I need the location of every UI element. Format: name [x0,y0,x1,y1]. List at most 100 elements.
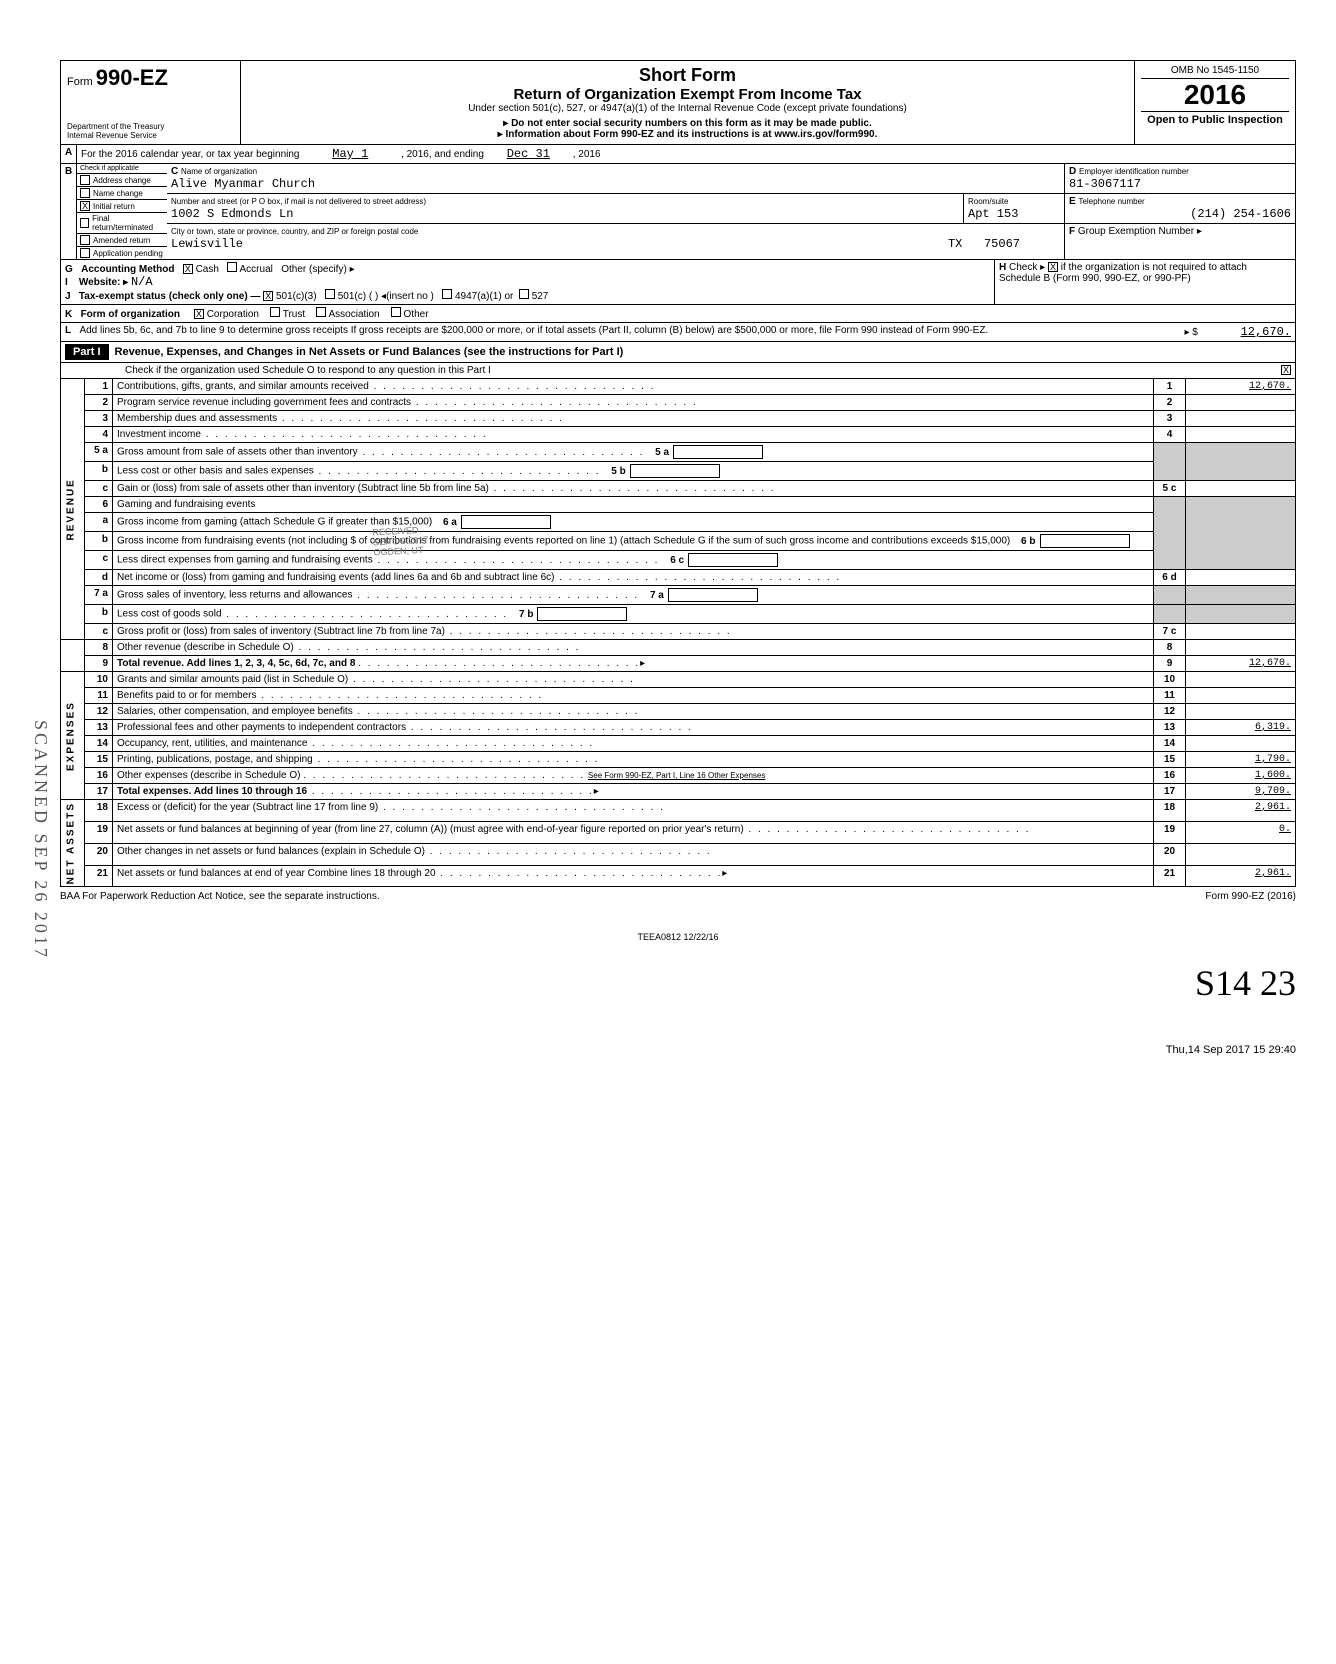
chk-initial-return[interactable]: X [80,201,90,211]
l4-amt[interactable] [1186,427,1296,443]
l9-amt[interactable]: 12,670. [1186,656,1296,672]
lbl-501c3: 501(c)(3) [276,291,317,302]
l6a-box: 6 a [443,517,457,528]
lbl-cash: Cash [196,264,219,275]
chk-501c[interactable] [325,289,335,299]
l7b-box: 7 b [519,609,533,620]
l19-amt[interactable]: 0. [1186,821,1296,843]
l6c-subbox[interactable] [688,553,778,567]
l18-amt[interactable]: 2,961. [1186,800,1296,822]
city[interactable]: Lewisville [171,237,243,251]
website[interactable]: N/A [131,275,153,289]
l6b-subbox[interactable] [1040,534,1130,548]
l12-box: 12 [1154,704,1186,720]
chk-cash[interactable]: X [183,264,193,274]
l1-amt[interactable]: 12,670. [1186,379,1296,395]
room[interactable]: Apt 153 [968,207,1018,221]
chk-527[interactable] [519,289,529,299]
chk-final-return[interactable] [80,218,89,228]
l8-num: 8 [85,640,113,656]
l9-box: 9 [1154,656,1186,672]
l2-box: 2 [1154,395,1186,411]
lbl-pending: Application pending [93,249,163,258]
a-label: For the 2016 calendar year, or tax year … [81,149,299,160]
l6d-box: 6 d [1154,570,1186,586]
foot-right: Form 990-EZ (2016) [1205,891,1296,902]
chk-trust[interactable] [270,307,280,317]
l3-box: 3 [1154,411,1186,427]
a-end[interactable]: Dec 31 [507,147,550,161]
street[interactable]: 1002 S Edmonds Ln [171,207,293,221]
side-netassets: NET ASSETS [61,800,85,887]
l7c-desc: Gross profit or (loss) from sales of inv… [117,626,732,637]
l-arrow: ▸ $ [1184,327,1197,338]
a-begin[interactable]: May 1 [332,147,368,161]
chk-corp[interactable]: X [194,309,204,319]
chk-assoc[interactable] [316,307,326,317]
part1-header-row: Part I Revenue, Expenses, and Changes in… [60,342,1296,363]
phone[interactable]: (214) 254-1606 [1069,207,1291,221]
l18-desc: Excess or (deficit) for the year (Subtra… [117,802,665,813]
l16-amt[interactable]: 1,600. [1186,768,1296,784]
l17-amt[interactable]: 9,709. [1186,784,1296,800]
row-l: L Add lines 5b, 6c, and 7b to line 9 to … [60,323,1296,342]
l20-desc: Other changes in net assets or fund bala… [117,846,712,857]
chk-amended[interactable] [80,235,90,245]
chk-address-change[interactable] [80,175,90,185]
l6b-num: b [85,532,113,551]
chk-name-change[interactable] [80,188,90,198]
l11-amt[interactable] [1186,688,1296,704]
ein[interactable]: 81-3067117 [1069,177,1141,191]
l13-amt[interactable]: 6,319. [1186,720,1296,736]
l8-amt[interactable] [1186,640,1296,656]
l6a-num: a [85,513,113,532]
zip[interactable]: 75067 [984,237,1020,251]
foot-left: BAA For Paperwork Reduction Act Notice, … [60,891,380,902]
l5a-subbox[interactable] [673,445,763,459]
l6b-box: 6 b [1021,536,1035,547]
l10-amt[interactable] [1186,672,1296,688]
l6a-subbox[interactable] [461,515,551,529]
state[interactable]: TX [948,237,962,251]
chk-501c3[interactable]: X [263,291,273,301]
chk-h[interactable]: X [1048,262,1058,272]
row-a: A For the 2016 calendar year, or tax yea… [60,145,1296,164]
l-amount[interactable]: 12,670. [1241,325,1291,339]
l7c-amt[interactable] [1186,624,1296,640]
part1-check-row: Check if the organization used Schedule … [60,363,1296,379]
l5b-box: 5 b [611,466,625,477]
chk-pending[interactable] [80,248,90,258]
l13-desc: Professional fees and other payments to … [117,722,693,733]
l7c-num: c [85,624,113,640]
bcdef-block: B Check if applicable Address change Nam… [60,164,1296,260]
l16-note: See Form 990-EZ, Part I, Line 16 Other E… [588,771,765,780]
k-label: Form of organization [81,309,180,320]
l17-num: 17 [85,784,113,800]
chk-accrual[interactable] [227,262,237,272]
l3-amt[interactable] [1186,411,1296,427]
chk-4947[interactable] [442,289,452,299]
l19-num: 19 [85,821,113,843]
org-name[interactable]: Alive Myanmar Church [171,177,315,191]
l7b-subbox[interactable] [537,607,627,621]
l12-amt[interactable] [1186,704,1296,720]
l2-amt[interactable] [1186,395,1296,411]
lbl-other-org: Other [404,309,429,320]
l20-num: 20 [85,843,113,865]
chk-schedule-o[interactable]: X [1281,365,1291,375]
lbl-accrual: Accrual [240,264,273,275]
a-endyear: , 2016 [573,149,601,160]
l20-amt[interactable] [1186,843,1296,865]
l1-desc: Contributions, gifts, grants, and simila… [117,381,656,392]
chk-other-org[interactable] [391,307,401,317]
open-public: Open to Public Inspection [1141,111,1289,126]
l21-amt[interactable]: 2,961. [1186,865,1296,887]
l5c-amt[interactable] [1186,481,1296,497]
l14-amt[interactable] [1186,736,1296,752]
l7a-subbox[interactable] [668,588,758,602]
title-short-form: Short Form [247,65,1128,86]
l5b-subbox[interactable] [630,464,720,478]
l15-amt[interactable]: 1,790. [1186,752,1296,768]
l18-num: 18 [85,800,113,822]
l6d-amt[interactable] [1186,570,1296,586]
